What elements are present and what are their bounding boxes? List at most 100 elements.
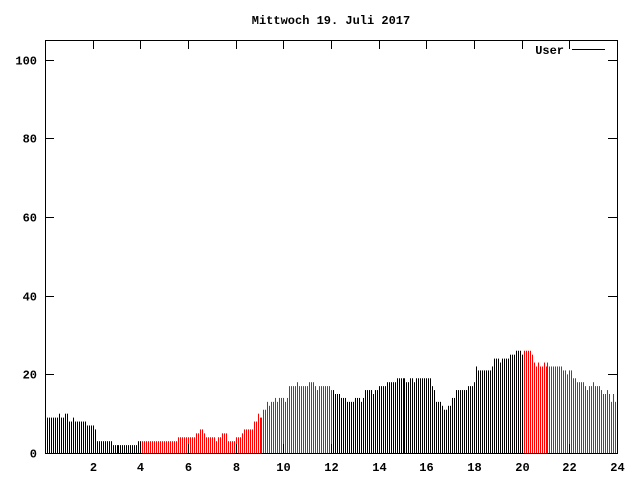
y-tick-label: 20 [23, 369, 37, 383]
bar [403, 378, 404, 453]
bar [105, 441, 106, 453]
bar [144, 441, 145, 453]
bar [401, 378, 402, 453]
legend: User [535, 44, 605, 58]
bar [107, 441, 108, 453]
bar [263, 409, 264, 453]
bar [301, 386, 302, 453]
bar [267, 401, 268, 453]
x-tick-label: 20 [515, 461, 529, 475]
bar [218, 437, 219, 453]
bar [524, 350, 525, 453]
bar [478, 370, 479, 453]
bar [166, 441, 167, 453]
x-tick-label: 6 [185, 461, 192, 475]
bar [226, 433, 227, 453]
bar [256, 421, 257, 453]
bar [333, 390, 334, 453]
bar [581, 382, 582, 453]
bar [359, 397, 360, 453]
bar [303, 386, 304, 453]
bar [506, 358, 507, 453]
bar [220, 437, 221, 453]
y-tick-label: 40 [23, 291, 37, 305]
bar [178, 437, 179, 453]
bar [522, 354, 523, 453]
bar [319, 386, 320, 453]
bar [577, 382, 578, 453]
bar [260, 417, 261, 453]
bar [565, 370, 566, 453]
bar [526, 350, 527, 453]
bar [174, 441, 175, 453]
bar [476, 366, 477, 453]
bar [212, 437, 213, 453]
bar [148, 441, 149, 453]
bar [551, 366, 552, 453]
bar [132, 445, 133, 453]
bar [65, 413, 66, 453]
bar [420, 378, 421, 453]
x-tick-label: 10 [276, 461, 290, 475]
y-tick-label: 100 [15, 55, 37, 69]
bar [484, 370, 485, 453]
bar [430, 378, 431, 453]
bar [416, 378, 417, 453]
bar [587, 390, 588, 453]
bar [389, 382, 390, 453]
bar [91, 425, 92, 453]
bar [462, 390, 463, 453]
bar [242, 433, 243, 453]
bar [73, 417, 74, 453]
bar [180, 437, 181, 453]
bar [285, 401, 286, 453]
bar [299, 386, 300, 453]
bar [593, 382, 594, 453]
bar [118, 445, 119, 453]
bar [224, 433, 225, 453]
bar [202, 429, 203, 453]
bar [283, 397, 284, 453]
bar [142, 441, 143, 453]
bar [404, 378, 405, 453]
bar [410, 378, 411, 453]
bar [343, 397, 344, 453]
bar [321, 386, 322, 453]
bar [488, 370, 489, 453]
bar [244, 429, 245, 453]
bar [615, 401, 616, 453]
bar [111, 441, 112, 453]
bar [254, 421, 255, 453]
bar [367, 390, 368, 453]
bar [371, 390, 372, 453]
x-tick-label: 2 [90, 461, 97, 475]
bar [134, 445, 135, 453]
x-tick-label: 12 [324, 461, 338, 475]
y-axis: 0 20 40 60 80 100 [15, 55, 617, 462]
bar [313, 382, 314, 453]
bar [93, 425, 94, 453]
bar [89, 425, 90, 453]
bar [514, 354, 515, 453]
bar [287, 397, 288, 453]
bar [585, 386, 586, 453]
bar [518, 350, 519, 453]
bar [95, 429, 96, 453]
bar [544, 362, 545, 453]
bar [323, 386, 324, 453]
bar [261, 417, 262, 453]
bar [474, 382, 475, 453]
bar [597, 386, 598, 453]
bar [71, 421, 72, 453]
bar [444, 409, 445, 453]
bar [605, 394, 606, 453]
bar [101, 441, 102, 453]
bar [480, 370, 481, 453]
bar [508, 358, 509, 453]
bar [424, 378, 425, 453]
bar [369, 390, 370, 453]
bar [317, 390, 318, 453]
bar [130, 445, 131, 453]
bar [530, 350, 531, 453]
